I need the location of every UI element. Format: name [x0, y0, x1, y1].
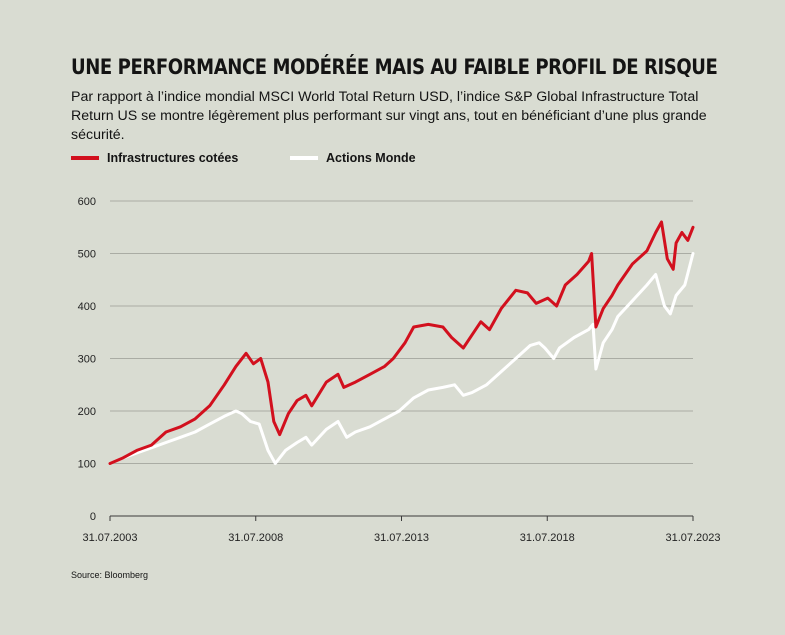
y-tick-label-200: 200: [78, 406, 96, 418]
x-tick-label-4: 31.07.2023: [665, 532, 720, 544]
y-tick-label-100: 100: [78, 459, 96, 471]
legend-item-world: Actions Monde: [290, 151, 416, 165]
y-tick-label-400: 400: [78, 301, 96, 313]
series-line-infra: [108, 220, 695, 465]
y-tick-label-500: 500: [78, 249, 96, 261]
legend-swatch-world: [290, 156, 318, 160]
y-tick-label-600: 600: [78, 196, 96, 208]
series-line-world: [108, 252, 695, 465]
chart-subtitle: Par rapport à l’indice mondial MSCI Worl…: [71, 89, 707, 143]
source-note: Source: Bloomberg: [71, 570, 149, 580]
legend-item-infra: Infrastructures cotées: [71, 151, 238, 165]
y-tick-label-0: 0: [90, 511, 96, 523]
legend-label-infra: Infrastructures cotées: [107, 151, 239, 165]
y-tick-label-300: 300: [78, 354, 96, 366]
x-tick-label-1: 31.07.2008: [228, 532, 283, 544]
chart-title: UNE PERFORMANCE MODÉRÉE MAIS AU FAIBLE P…: [71, 55, 718, 79]
x-tick-label-3: 31.07.2018: [520, 532, 575, 544]
x-tick-label-0: 31.07.2003: [82, 532, 137, 544]
legend-swatch-infra: [71, 156, 99, 160]
x-tick-label-2: 31.07.2013: [374, 532, 429, 544]
legend-label-world: Actions Monde: [326, 151, 416, 165]
